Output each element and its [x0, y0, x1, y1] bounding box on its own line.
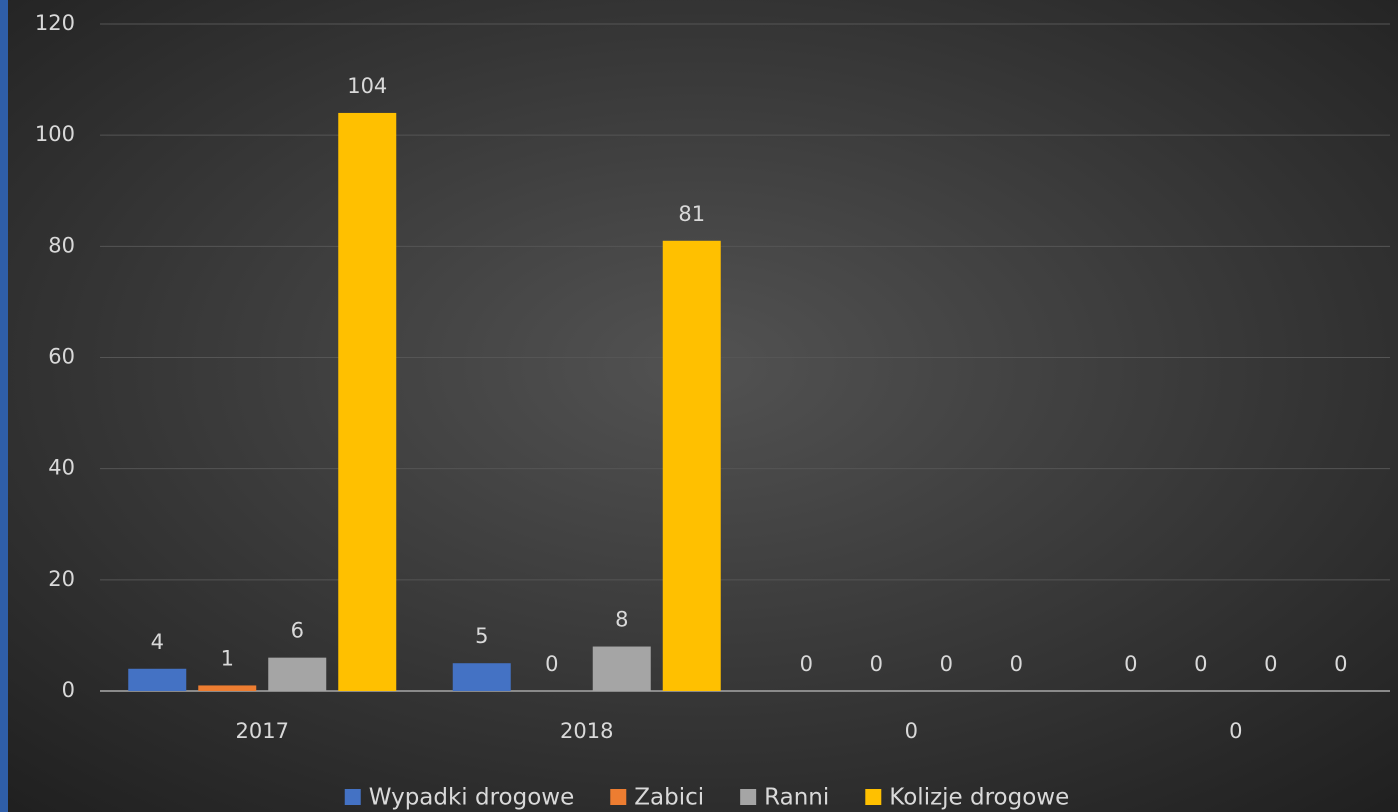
- data-label: 0: [545, 652, 558, 676]
- y-tick-label: 20: [48, 567, 75, 591]
- legend-label: Zabici: [634, 785, 704, 811]
- data-label: 0: [1010, 652, 1023, 676]
- legend-swatch: [865, 789, 882, 805]
- x-tick-label: 0: [905, 719, 918, 743]
- legend-swatch: [740, 789, 757, 805]
- legend-swatch: [610, 789, 627, 805]
- y-tick-label: 80: [48, 233, 75, 257]
- data-label: 0: [1124, 652, 1137, 676]
- legend-label: Kolizje drogowe: [889, 785, 1069, 811]
- data-label: 0: [1334, 652, 1347, 676]
- data-label: 0: [1194, 652, 1207, 676]
- bar: [452, 663, 511, 691]
- legend-swatch: [344, 789, 361, 805]
- bar: [128, 668, 187, 691]
- legend-label: Wypadki drogowe: [369, 785, 575, 811]
- y-tick-label: 100: [35, 122, 75, 146]
- y-tick-label: 120: [35, 11, 75, 35]
- x-tick-label: 2018: [560, 719, 613, 743]
- bar: [198, 685, 257, 691]
- data-label: 81: [678, 202, 705, 226]
- data-label: 0: [1264, 652, 1277, 676]
- x-tick-label: 2017: [236, 719, 289, 743]
- data-label: 4: [151, 630, 164, 654]
- data-label: 1: [221, 646, 234, 670]
- side-strip: [0, 0, 8, 812]
- bar: [268, 657, 327, 691]
- bar: [592, 646, 651, 691]
- data-label: 104: [347, 74, 387, 98]
- x-tick-label: 0: [1229, 719, 1242, 743]
- data-label: 0: [870, 652, 883, 676]
- data-label: 5: [475, 624, 488, 648]
- data-label: 6: [291, 619, 304, 643]
- data-label: 0: [800, 652, 813, 676]
- data-label: 0: [940, 652, 953, 676]
- data-label: 8: [615, 608, 628, 632]
- bar: [662, 240, 721, 691]
- bar: [338, 112, 397, 691]
- legend-label: Ranni: [764, 785, 829, 811]
- legend: Wypadki drogowe Zabici Ranni Kolizje drogow…: [344, 785, 1069, 811]
- y-tick-label: 0: [62, 678, 75, 702]
- y-tick-label: 40: [48, 456, 75, 480]
- y-tick-label: 60: [48, 345, 75, 369]
